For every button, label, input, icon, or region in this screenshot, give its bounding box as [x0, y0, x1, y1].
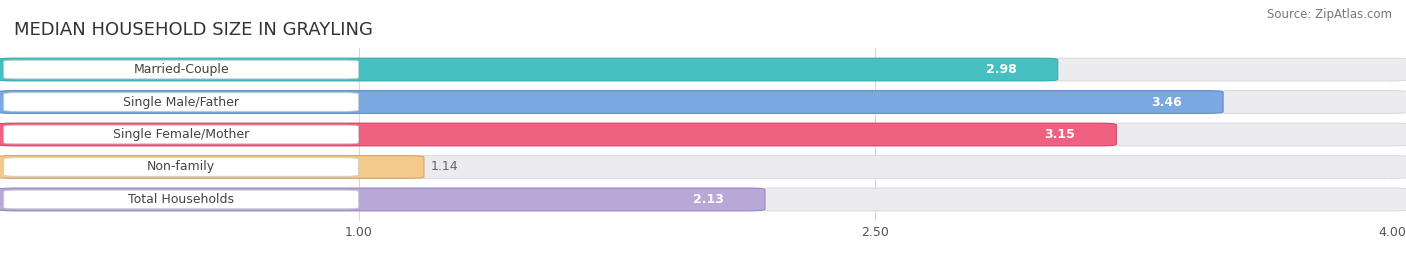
- Text: 1.14: 1.14: [430, 161, 458, 174]
- FancyBboxPatch shape: [0, 58, 1406, 81]
- FancyBboxPatch shape: [0, 155, 1406, 178]
- Text: Married-Couple: Married-Couple: [134, 63, 229, 76]
- FancyBboxPatch shape: [0, 123, 1406, 146]
- Text: Non-family: Non-family: [148, 161, 215, 174]
- FancyBboxPatch shape: [0, 188, 765, 211]
- Text: 2.98: 2.98: [986, 63, 1017, 76]
- Text: MEDIAN HOUSEHOLD SIZE IN GRAYLING: MEDIAN HOUSEHOLD SIZE IN GRAYLING: [14, 20, 373, 38]
- Text: Single Female/Mother: Single Female/Mother: [112, 128, 249, 141]
- FancyBboxPatch shape: [4, 190, 359, 209]
- Text: Source: ZipAtlas.com: Source: ZipAtlas.com: [1267, 8, 1392, 21]
- FancyBboxPatch shape: [0, 123, 1116, 146]
- Text: 3.15: 3.15: [1045, 128, 1076, 141]
- Text: Total Households: Total Households: [128, 193, 235, 206]
- FancyBboxPatch shape: [0, 188, 1406, 211]
- FancyBboxPatch shape: [0, 91, 1223, 114]
- FancyBboxPatch shape: [4, 93, 359, 111]
- FancyBboxPatch shape: [4, 158, 359, 176]
- Text: 3.46: 3.46: [1152, 95, 1182, 108]
- FancyBboxPatch shape: [0, 58, 1057, 81]
- Text: 2.13: 2.13: [693, 193, 724, 206]
- FancyBboxPatch shape: [0, 91, 1406, 114]
- FancyBboxPatch shape: [4, 125, 359, 144]
- Text: Single Male/Father: Single Male/Father: [124, 95, 239, 108]
- FancyBboxPatch shape: [4, 60, 359, 79]
- FancyBboxPatch shape: [0, 155, 425, 178]
